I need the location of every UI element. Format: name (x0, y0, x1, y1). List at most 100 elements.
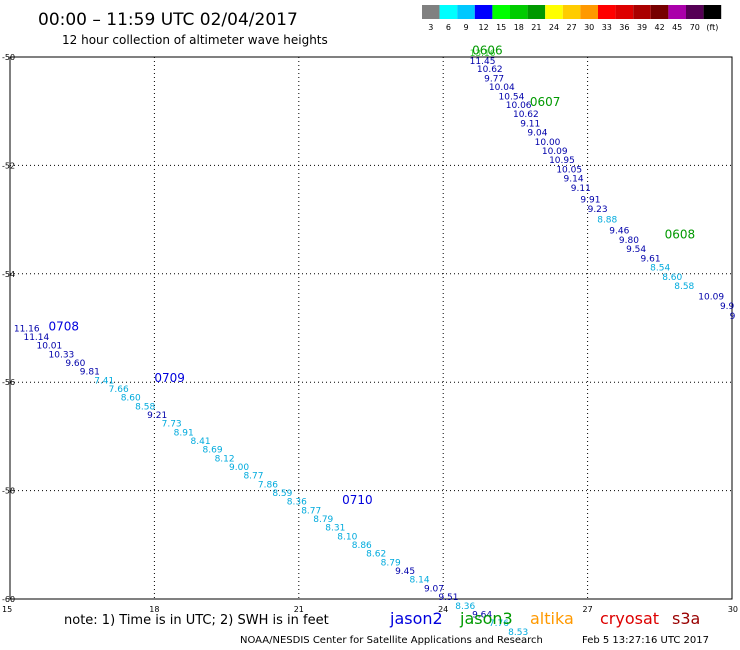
wave-height-value: 8.12 (215, 454, 235, 464)
color-scale-label: 45 (672, 23, 682, 32)
wave-height-value: 11.45 (470, 57, 496, 67)
wave-height-value: 9 (730, 312, 736, 322)
wave-height-value: 8.14 (410, 576, 430, 586)
color-scale-label: 30 (584, 23, 594, 32)
color-scale-label: 70 (690, 23, 700, 32)
credit-line: NOAA/NESDIS Center for Satellite Applica… (240, 635, 543, 646)
color-swatch (650, 5, 669, 19)
wave-height-value: 7.73 (162, 420, 182, 430)
wave-height-value: 9.51 (438, 593, 458, 603)
wave-height-value: 9.21 (147, 411, 167, 421)
chart-subtitle: 12 hour collection of altimeter wave hei… (62, 33, 328, 47)
wave-height-value: 9.54 (626, 245, 646, 255)
color-swatch (545, 5, 563, 19)
wave-height-value: 9.11 (571, 184, 591, 194)
color-swatch (562, 5, 581, 19)
wave-height-value: 7.66 (109, 385, 129, 395)
plot-area: 15 18 21 24 27 30 -50 -52 -54 -56 -58 -60 13.1611.4… (2, 43, 738, 637)
wave-height-value: 8.60 (121, 394, 141, 404)
satellite-label: jason2 (389, 609, 443, 628)
wave-height-value: 7.41 (94, 376, 114, 386)
y-tick-label: -56 (2, 378, 15, 387)
y-tick-label: -50 (2, 53, 15, 62)
color-scale-label: 6 (446, 23, 451, 32)
pass-time-label: 0606 (472, 43, 503, 57)
wave-height-value: 8.77 (243, 472, 263, 482)
plot-frame (9, 56, 733, 600)
satellite-label: altika (530, 609, 574, 628)
wave-height-value: 7.86 (258, 480, 278, 490)
x-tick-label: 30 (728, 605, 738, 614)
color-scale-label: 3 (428, 23, 433, 32)
satellite-label: s3a (672, 609, 700, 628)
wave-height-value: 8.77 (301, 506, 321, 516)
y-tick-label: -52 (2, 161, 15, 170)
wave-height-value: 9.00 (229, 463, 249, 473)
wave-height-value: 11.16 (14, 324, 40, 334)
wave-height-value: 8.59 (272, 489, 292, 499)
wave-height-value: 9.64 (472, 610, 492, 620)
pass-time-label: 0608 (665, 228, 696, 242)
wave-height-value: 9.07 (424, 584, 444, 594)
color-swatch (457, 5, 475, 19)
color-scale-label: 9 (463, 23, 468, 32)
wave-height-value: 9.77 (484, 74, 504, 84)
color-scale-label: (ft) (706, 23, 718, 32)
x-tick-label: 27 (583, 605, 593, 614)
pass-time-label: 0708 (49, 320, 80, 334)
y-tick-label: -58 (2, 487, 15, 496)
wave-height-value: 8.54 (650, 264, 670, 274)
grid-lines (10, 57, 732, 599)
color-swatch (598, 5, 616, 19)
wave-height-value: 9.46 (609, 227, 629, 237)
color-scale-label: 42 (655, 23, 665, 32)
color-swatch (474, 5, 493, 19)
color-scale-label: 12 (479, 23, 489, 32)
wave-height-value: 9.60 (65, 359, 85, 369)
color-swatch (633, 5, 651, 19)
wave-height-value: 9.80 (619, 236, 639, 246)
color-swatch (615, 5, 634, 19)
satellite-label: jason3 (459, 609, 513, 628)
wave-height-value: 10.06 (506, 101, 532, 111)
wave-height-value: 10.95 (549, 156, 575, 166)
x-tick-label: 24 (438, 605, 448, 614)
wave-height-value: 7.76 (489, 619, 509, 629)
wave-height-value: 9.81 (80, 368, 100, 378)
wave-height-value: 11.14 (23, 333, 49, 343)
wave-height-value: 10.62 (513, 110, 539, 120)
y-tick-label: -60 (2, 595, 15, 604)
color-swatch (422, 5, 440, 19)
footer: note: 1) Time is in UTC; 2) SWH is in fe… (64, 609, 709, 646)
color-scale-label: 15 (496, 23, 506, 32)
color-swatch (703, 5, 722, 19)
wave-height-value: 8.79 (313, 515, 333, 525)
color-swatch (686, 5, 704, 19)
wave-height-value: 10.62 (477, 65, 503, 75)
wave-height-value: 10.09 (542, 147, 568, 157)
color-swatch (580, 5, 598, 19)
y-tick-label: -54 (2, 270, 15, 279)
color-scale-label: 21 (531, 23, 541, 32)
color-scale-label: 24 (549, 23, 559, 32)
axis-ticks: 15 18 21 24 27 30 -50 -52 -54 -56 -58 -60 (2, 53, 738, 614)
wave-height-value: 13.16 (470, 49, 496, 59)
wave-height-value: 10.00 (535, 138, 561, 148)
wave-height-value: 9.11 (520, 119, 540, 129)
x-tick-label: 18 (149, 605, 159, 614)
color-scale-label: 33 (602, 23, 612, 32)
wave-height-value: 9.23 (588, 205, 608, 215)
timestamp: Feb 5 13:27:16 UTC 2017 (582, 635, 709, 646)
wave-height-value: 9.61 (641, 254, 661, 264)
color-swatch (668, 5, 686, 19)
wave-height-value: 8.36 (455, 602, 475, 612)
wave-height-value: 8.31 (325, 524, 345, 534)
wave-height-value: 9.45 (395, 567, 415, 577)
color-swatch (439, 5, 458, 19)
wave-height-value: 8.62 (366, 550, 386, 560)
wave-height-value: 8.60 (662, 273, 682, 283)
header: 00:00 – 11:59 UTC 02/04/2017 12 hour col… (38, 10, 328, 47)
x-tick-label: 21 (294, 605, 304, 614)
chart-title: 00:00 – 11:59 UTC 02/04/2017 (38, 10, 298, 30)
